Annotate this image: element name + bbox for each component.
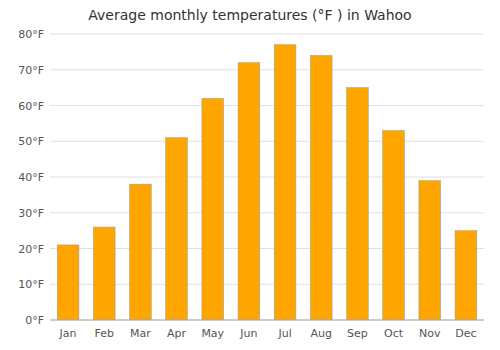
y-tick-label: 50°F	[18, 135, 44, 148]
y-tick-label: 30°F	[18, 207, 44, 220]
x-tick-label: Jul	[277, 327, 291, 340]
grid-line	[50, 141, 484, 142]
grid-line	[50, 177, 484, 178]
x-tick-label: Mar	[130, 327, 151, 340]
bar	[166, 138, 188, 320]
grid	[50, 34, 484, 320]
title: Average monthly temperatures (°F ) in Wa…	[88, 7, 411, 23]
bar	[93, 227, 115, 320]
x-tick-label: Aug	[311, 327, 332, 340]
bar	[419, 181, 441, 320]
bar	[310, 55, 332, 320]
grid-line	[50, 105, 484, 106]
x-tick-label: Feb	[95, 327, 114, 340]
bar	[274, 45, 296, 320]
bar	[57, 245, 79, 320]
chart: Average monthly temperatures (°F ) in Wa…	[0, 0, 500, 350]
bar	[383, 131, 405, 320]
bar	[347, 88, 369, 320]
x-tick-label: Apr	[167, 327, 187, 340]
grid-line	[50, 69, 484, 70]
x-tick-label: Jan	[59, 327, 77, 340]
y-tick-label: 60°F	[18, 100, 44, 113]
y-tick-label: 70°F	[18, 64, 44, 77]
y-tick-label: 40°F	[18, 171, 44, 184]
y-tick-label: 80°F	[18, 28, 44, 41]
bar	[455, 231, 477, 320]
y-tick-label: 20°F	[18, 243, 44, 256]
x-tick-label: Sep	[347, 327, 368, 340]
x-tick-label: Oct	[384, 327, 404, 340]
bars	[57, 45, 477, 320]
bar	[130, 184, 152, 320]
x-tick-label: Dec	[455, 327, 476, 340]
x-tick-label: May	[201, 327, 224, 340]
x-tick-label: Nov	[419, 327, 441, 340]
y-tick-label: 0°F	[25, 314, 44, 327]
grid-line	[50, 34, 484, 35]
y-tick-label: 10°F	[18, 278, 44, 291]
bar	[202, 98, 224, 320]
grid-line	[50, 320, 484, 321]
x-tick-label: Jun	[239, 327, 257, 340]
bar	[238, 63, 260, 320]
x-axis	[50, 320, 484, 321]
